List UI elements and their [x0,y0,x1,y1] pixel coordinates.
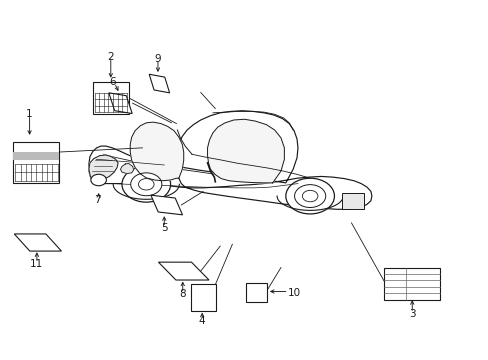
Bar [13,152,60,160]
Circle shape [91,174,106,186]
Text: 2: 2 [107,52,114,62]
Polygon shape [130,122,183,181]
Text: 9: 9 [154,54,161,64]
Bar [246,283,266,302]
Polygon shape [149,74,169,93]
Text: 5: 5 [161,223,167,233]
Polygon shape [151,195,182,215]
Polygon shape [14,234,61,251]
Polygon shape [109,93,132,113]
Circle shape [302,190,317,202]
Bar [341,193,363,208]
Text: 1: 1 [26,109,33,119]
Circle shape [122,166,170,202]
Text: 6: 6 [109,77,115,87]
Polygon shape [89,155,118,182]
Polygon shape [89,111,371,209]
Circle shape [130,173,162,196]
Circle shape [294,185,325,207]
Bar [384,267,439,300]
Text: 3: 3 [408,309,415,319]
Text: 10: 10 [287,288,301,297]
Text: 7: 7 [94,195,101,204]
Bar [190,284,215,311]
Polygon shape [207,119,284,183]
Text: 11: 11 [30,259,43,269]
Polygon shape [158,262,208,280]
Polygon shape [120,163,133,174]
Circle shape [285,178,334,214]
Circle shape [138,179,154,190]
Text: 8: 8 [179,289,185,299]
Bar [92,82,129,114]
Bar [13,141,60,183]
Text: 4: 4 [199,316,205,326]
